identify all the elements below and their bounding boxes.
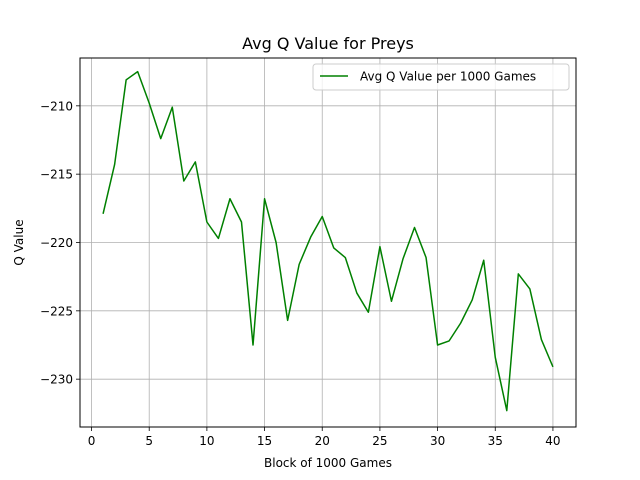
y-tick-label: −225 <box>40 304 73 318</box>
y-axis-ticks: −230 −225 −220 −215 −210 <box>40 99 80 387</box>
series-line <box>102 70 554 412</box>
x-tick-label: 25 <box>372 434 387 448</box>
series-layer <box>102 70 554 412</box>
y-tick-label: −210 <box>40 99 73 113</box>
x-tick-label: 30 <box>430 434 445 448</box>
x-tick-label: 10 <box>199 434 214 448</box>
legend-box <box>312 63 570 91</box>
y-tick-label: −230 <box>40 373 73 387</box>
y-axis-label: Q Value <box>12 219 26 265</box>
grid-lines <box>80 58 576 427</box>
x-tick-label: 0 <box>88 434 96 448</box>
x-tick-label: 15 <box>257 434 272 448</box>
y-tick-label: −215 <box>40 168 73 182</box>
x-tick-label: 35 <box>488 434 503 448</box>
x-axis-label: Block of 1000 Games <box>264 456 392 470</box>
y-tick-label: −220 <box>40 236 73 250</box>
x-axis-ticks: 0 5 10 15 20 25 30 35 40 <box>88 427 561 448</box>
legend: Avg Q Value per 1000 Games <box>312 63 570 91</box>
x-tick-label: 40 <box>545 434 560 448</box>
legend-label: Avg Q Value per 1000 Games <box>360 70 536 84</box>
chart-title: Avg Q Value for Preys <box>242 34 414 53</box>
x-tick-label: 5 <box>145 434 153 448</box>
x-tick-label: 20 <box>315 434 330 448</box>
